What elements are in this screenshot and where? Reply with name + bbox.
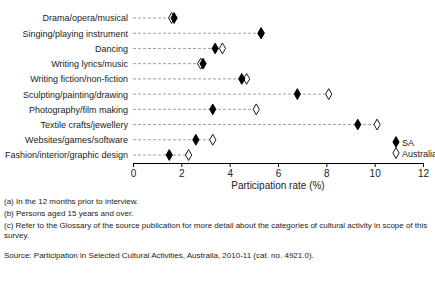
text-line: (c) Refer to the Glossary of the source … [4, 221, 427, 230]
dot [210, 104, 216, 115]
x-tick: 6 [276, 163, 282, 179]
dot [253, 104, 259, 115]
dot [200, 58, 206, 69]
x-tick-label: 0 [131, 168, 137, 179]
y-tick: Websites/games/software [25, 135, 129, 145]
leader-line [133, 48, 222, 49]
legend-label: Australia [402, 149, 435, 159]
chart: Drama/opera/musical Singing/playing instr… [0, 0, 435, 283]
y-tick: Drama/opera/musical [42, 13, 129, 23]
x-tick: 12 [418, 163, 430, 179]
category-label: Sculpting/painting/drawing [23, 89, 128, 99]
category-label: Writing fiction/non-fiction [30, 74, 128, 84]
y-tick: Singing/playing instrument [22, 29, 129, 39]
y-tick: Textile crafts/jewellery [40, 120, 129, 130]
text-line: (a) In the 12 months prior to interview. [4, 197, 138, 206]
source: Source: Participation in Selected Cultur… [4, 251, 314, 260]
category-label: Drama/opera/musical [42, 13, 128, 23]
dot [258, 28, 264, 39]
dot [294, 89, 300, 100]
footnote: (a) In the 12 months prior to interview. [4, 197, 138, 206]
dot [210, 134, 216, 145]
x-tick-label: 10 [370, 168, 382, 179]
x-tick-label: 2 [179, 168, 185, 179]
text-line: survey. [4, 231, 29, 240]
y-tick: Writing lyrics/music [51, 59, 129, 69]
dot [166, 150, 172, 161]
leader-line [133, 109, 256, 110]
category-label: Singing/playing instrument [22, 29, 128, 39]
footnote: (c) Refer to the Glossary of the source … [4, 221, 427, 240]
leader-line [133, 124, 377, 125]
dot [258, 28, 264, 39]
x-tick-mark [133, 163, 134, 167]
leader-line [133, 33, 261, 34]
y-tick: Writing fiction/non-fiction [30, 74, 129, 84]
category-label: Fashion/interior/graphic design [5, 150, 128, 160]
text-line: (b) Persons aged 15 years and over. [4, 209, 133, 218]
leader-line [133, 139, 213, 140]
leader-line [133, 18, 174, 19]
dot [239, 73, 245, 84]
category-label: Writing lyrics/music [51, 59, 128, 69]
legend-item: SA [393, 137, 414, 148]
footnote: (b) Persons aged 15 years and over. [4, 209, 133, 218]
x-axis-title: Participation rate (%) [231, 180, 324, 191]
y-tick: Dancing [95, 44, 129, 54]
leader-line [133, 155, 189, 156]
legend-marker [393, 137, 399, 148]
dot [193, 134, 199, 145]
legend-marker [393, 148, 399, 159]
legend-item: Australia [393, 148, 435, 159]
y-tick: Sculpting/painting/drawing [23, 89, 129, 99]
x-tick-mark [326, 163, 327, 167]
x-tick: 0 [131, 163, 137, 179]
y-tick: Fashion/interior/graphic design [5, 150, 129, 160]
x-axis: 0 2 4 6 8 10 12 [131, 163, 430, 179]
x-tick: 4 [227, 163, 233, 179]
x-tick-label: 6 [276, 168, 282, 179]
dot [326, 89, 332, 100]
category-label: Websites/games/software [25, 135, 128, 145]
category-label: Photography/film making [29, 105, 128, 115]
x-tick: 10 [370, 163, 382, 179]
dot [219, 43, 225, 54]
x-tick-mark [375, 163, 376, 167]
dot [374, 119, 380, 130]
x-tick-mark [181, 163, 182, 167]
dot [171, 13, 177, 24]
category-label: Dancing [95, 44, 128, 54]
x-tick: 8 [324, 163, 330, 179]
legend: SAAustralia [393, 137, 435, 159]
x-tick-label: 4 [227, 168, 233, 179]
dot [185, 150, 191, 161]
x-axis-line [134, 164, 424, 168]
y-tick: Photography/film making [29, 105, 129, 115]
legend-label: SA [402, 138, 414, 148]
dot [212, 43, 218, 54]
dot [355, 119, 361, 130]
leader-line [133, 63, 203, 64]
plot-area [133, 13, 380, 161]
x-tick-mark [423, 163, 424, 167]
x-tick: 2 [179, 163, 185, 179]
y-axis: Drama/opera/musical Singing/playing instr… [5, 13, 129, 160]
text-line: Source: Participation in Selected Cultur… [4, 251, 314, 260]
x-tick-mark [278, 163, 279, 167]
x-tick-label: 12 [418, 168, 430, 179]
x-tick-mark [230, 163, 231, 167]
x-tick-label: 8 [324, 168, 330, 179]
category-label: Textile crafts/jewellery [40, 120, 128, 130]
leader-line [133, 78, 247, 79]
